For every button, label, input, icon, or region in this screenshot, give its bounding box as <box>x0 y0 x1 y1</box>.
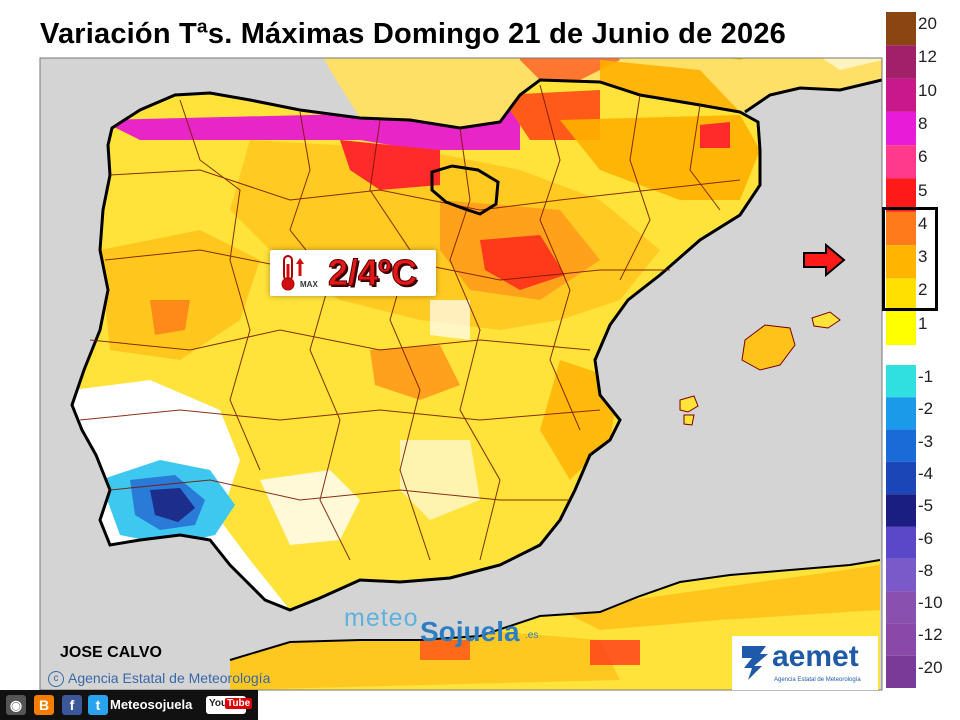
agency-credit: c Agencia Estatal de Meteorología <box>48 670 271 688</box>
instagram-icon[interactable]: ◉ <box>6 695 26 715</box>
twitter-icon[interactable]: t <box>88 695 108 715</box>
facebook-icon[interactable]: f <box>62 695 82 715</box>
legend-swatch <box>886 494 916 527</box>
legend-swatch <box>886 655 916 688</box>
legend-swatch <box>886 558 916 592</box>
legend-label: -6 <box>918 528 934 548</box>
legend-swatch <box>886 145 916 179</box>
blogger-icon[interactable]: B <box>34 695 54 715</box>
badge-value: 2/4ºC <box>327 252 418 294</box>
legend-swatch <box>886 45 916 79</box>
aemet-name: aemet <box>772 640 859 673</box>
legend-swatch <box>886 178 916 212</box>
aemet-logo: aemet Agencia Estatal de Meteorología <box>732 636 878 690</box>
legend-swatch <box>886 623 916 656</box>
copyright-icon: c <box>48 671 64 688</box>
legend-swatch <box>886 311 916 345</box>
legend-label: 12 <box>918 47 937 67</box>
legend-label: -20 <box>918 657 943 677</box>
legend-label: -12 <box>918 625 943 645</box>
author-name: JOSE CALVO <box>60 644 162 661</box>
legend-swatch <box>886 278 916 312</box>
legend-swatch <box>886 111 916 146</box>
legend-label: 20 <box>918 14 937 33</box>
legend-swatch <box>886 526 916 559</box>
legend-swatch <box>886 245 916 279</box>
legend-label: 3 <box>918 247 928 267</box>
legend-label: -5 <box>918 496 934 516</box>
legend-swatch <box>886 591 916 624</box>
youtube-icon[interactable]: You Tube <box>206 696 253 714</box>
legend-label: -4 <box>918 463 934 483</box>
max-label: MAX <box>300 280 318 289</box>
footer-brand[interactable]: Meteosojuela <box>110 697 193 712</box>
watermark-domain: .es <box>525 630 539 641</box>
social-footer: ◉ B f t Meteosojuela You Tube <box>0 690 258 720</box>
meteosojuela-watermark: meteo Sojuela .es <box>344 604 538 647</box>
legend-scale <box>886 12 916 688</box>
aemet-subtitle: Agencia Estatal de Meteorología <box>774 677 861 683</box>
legend-label: 1 <box>918 313 928 333</box>
legend-label: -8 <box>918 560 934 580</box>
map-title: Variación Tªs. Máximas Domingo 21 de Jun… <box>40 18 786 50</box>
red-arrow-icon <box>803 243 846 277</box>
watermark-meteo: meteo <box>344 604 419 632</box>
legend-label: 10 <box>918 80 937 100</box>
legend-label: 2 <box>918 280 928 300</box>
watermark-sojuela: Sojuela <box>420 616 520 647</box>
legend-highlight-box <box>882 207 938 311</box>
legend-label: 4 <box>918 213 928 233</box>
legend-label: 8 <box>918 113 928 133</box>
legend-swatch <box>886 211 916 246</box>
legend-swatch <box>886 78 916 112</box>
legend-swatch <box>886 461 916 495</box>
legend-label: -10 <box>918 593 943 613</box>
legend-label: -1 <box>918 367 934 386</box>
legend-label: -3 <box>918 431 934 451</box>
legend-swatch <box>886 12 916 46</box>
legend-label: 6 <box>918 147 928 167</box>
legend-label: -2 <box>918 399 934 419</box>
agency-credit-text: Agencia Estatal de Meteorología <box>68 670 271 686</box>
aemet-swirl-icon <box>742 646 768 680</box>
max-temp-badge: MAX 2/4ºC <box>270 250 436 296</box>
legend-swatch <box>886 429 916 462</box>
legend-label: 5 <box>918 180 928 200</box>
thermometer-icon <box>281 255 304 291</box>
legend-swatch <box>886 365 916 398</box>
legend-swatch <box>886 397 916 430</box>
